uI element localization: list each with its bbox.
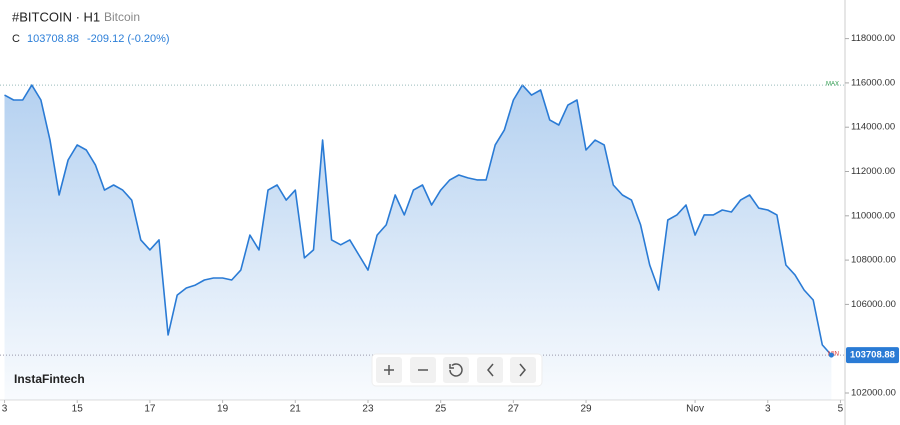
x-tick-label: 3 xyxy=(2,404,8,415)
toolbar xyxy=(371,353,543,387)
scroll-right[interactable] xyxy=(510,357,536,383)
x-tick-label: 15 xyxy=(72,404,84,415)
area-fill xyxy=(4,85,832,400)
x-tick-label: 23 xyxy=(362,404,374,415)
reset[interactable] xyxy=(443,357,469,383)
x-tick-label: Nov xyxy=(686,404,704,415)
x-tick-label: 5 xyxy=(838,404,844,415)
instrument-name: Bitcoin xyxy=(104,10,140,24)
y-tick-label: 102000.00 xyxy=(851,388,896,399)
x-tick-label: 21 xyxy=(290,404,302,415)
scroll-left[interactable] xyxy=(477,357,503,383)
x-tick-label: 27 xyxy=(508,404,520,415)
y-tick-label: 108000.00 xyxy=(851,255,896,266)
y-tick-label: 118000.00 xyxy=(851,33,895,44)
y-tick-label: 112000.00 xyxy=(851,166,895,177)
y-tick-label: 110000.00 xyxy=(851,210,895,221)
zoom-out[interactable] xyxy=(410,357,436,383)
zoom-in[interactable] xyxy=(376,357,402,383)
y-tick-label: 116000.00 xyxy=(851,77,895,88)
price-tag xyxy=(846,347,899,364)
brand: InstaFintech xyxy=(14,372,85,386)
x-tick-label: 19 xyxy=(217,404,229,415)
price-tag-label: 103708.88 xyxy=(850,350,895,361)
y-tick-label: 106000.00 xyxy=(851,299,896,310)
last-point xyxy=(828,352,834,358)
close-price: 103708.88 xyxy=(27,33,79,45)
x-tick-label: 25 xyxy=(435,404,447,415)
x-tick-label: 17 xyxy=(144,404,156,415)
y-tick-label: 114000.00 xyxy=(851,122,895,133)
price-kind: C xyxy=(12,33,20,45)
price-line xyxy=(4,84,832,356)
x-tick-label: 29 xyxy=(580,404,592,415)
x-tick-label: 3 xyxy=(765,404,771,415)
max-label: MAX xyxy=(826,82,839,88)
price-change: -209.12 (-0.20%) xyxy=(87,33,170,45)
symbol: #BITCOIN · H1 xyxy=(12,9,100,24)
